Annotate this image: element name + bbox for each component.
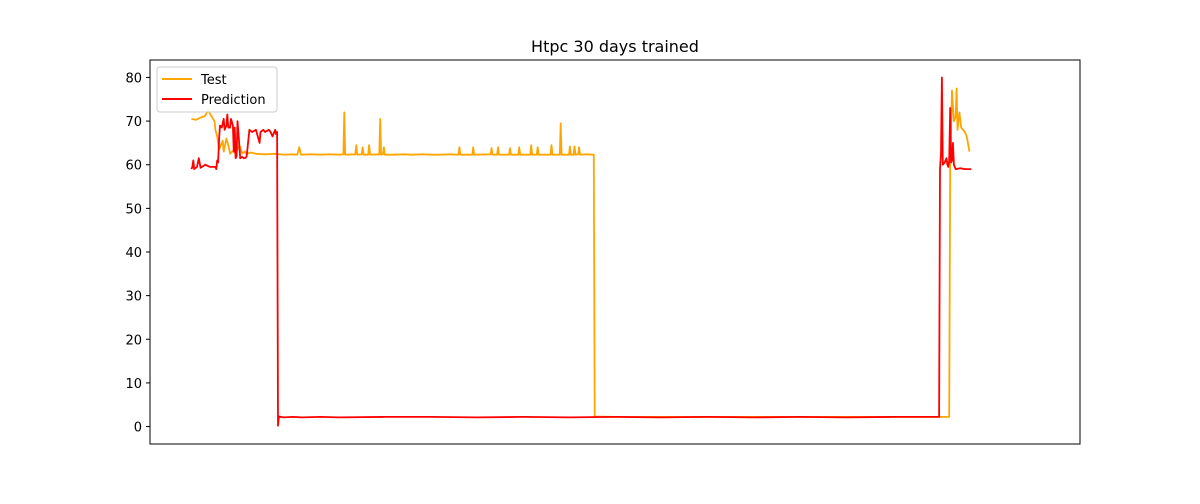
legend-test-label: Test: [200, 73, 227, 88]
legend: Test Prediction: [156, 66, 278, 113]
y-tick-label: 30: [125, 290, 142, 305]
y-tick-label: 10: [125, 377, 142, 392]
plot-area: [190, 76, 972, 427]
y-tick-label: 60: [125, 159, 142, 174]
series-line-test: [191, 87, 971, 418]
series-line-prediction: [190, 76, 972, 427]
y-tick-label: 20: [125, 333, 142, 348]
y-tick-label: 80: [125, 71, 142, 86]
y-tick-label: 0: [134, 421, 142, 436]
y-tick-label: 40: [125, 246, 142, 261]
legend-prediction-label: Prediction: [201, 93, 266, 108]
chart-title: Htpc 30 days trained: [531, 37, 699, 56]
y-axis: 0 10 20 30 40 50 60 70 80: [125, 71, 150, 436]
y-tick-label: 70: [125, 115, 142, 130]
y-tick-label: 50: [125, 202, 142, 217]
